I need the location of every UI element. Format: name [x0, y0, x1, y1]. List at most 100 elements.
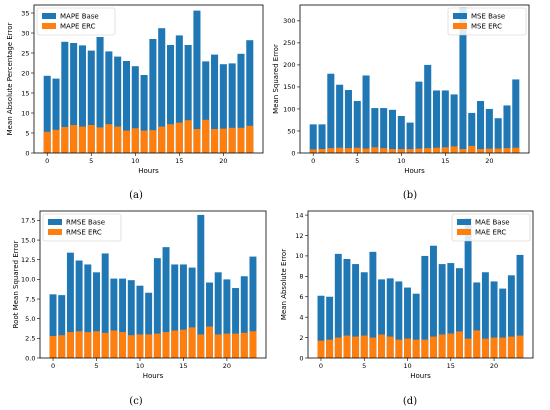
x-tick-label: 5 — [362, 362, 366, 370]
plot-frame — [33, 4, 264, 154]
bar-mse-base-4 — [344, 90, 352, 153]
bar-rmse-base-4 — [84, 264, 92, 358]
bar-mse-base-0 — [309, 124, 317, 153]
bar-mape-base-22 — [237, 53, 245, 153]
x-axis-label: Hours — [410, 372, 431, 380]
legend-label: RMSE Base — [66, 219, 105, 227]
bar-mae-erc-3 — [343, 335, 351, 358]
legend-swatch — [48, 229, 62, 235]
bar-rmse-base-9 — [127, 280, 135, 358]
bar-mae-erc-4 — [352, 336, 360, 358]
bar-rmse-erc-20 — [223, 333, 231, 358]
legend-label: MAPE ERC — [60, 23, 96, 31]
x-tick-label: 5 — [89, 157, 93, 165]
bar-mse-erc-3 — [336, 147, 344, 153]
bar-mse-base-9 — [388, 109, 397, 153]
bar-rmse-erc-3 — [75, 331, 83, 358]
bar-mae-base-8 — [386, 278, 394, 359]
bar-mape-erc-12 — [149, 130, 157, 153]
bar-mape-erc-23 — [246, 125, 254, 153]
bar-mse-erc-18 — [468, 145, 476, 153]
bar-mse-erc-0 — [309, 149, 317, 153]
bar-mae-erc-21 — [499, 337, 507, 358]
bar-rmse-base-1 — [58, 295, 66, 358]
legend-swatch — [453, 23, 467, 29]
bar-mae-erc-19 — [481, 338, 489, 358]
y-tick-label: 35 — [21, 9, 29, 17]
bar-mse-base-10 — [397, 116, 405, 153]
bar-mae-erc-12 — [421, 339, 429, 359]
x-tick-label: 20 — [490, 362, 498, 370]
bar-rmse-base-23 — [249, 256, 257, 358]
bar-mape-base-2 — [61, 41, 69, 153]
x-tick-label: 20 — [223, 362, 231, 370]
y-tick-label: 8 — [299, 273, 303, 281]
bar-mse-base-13 — [424, 64, 432, 153]
y-tick-label: 15 — [21, 89, 29, 97]
bar-mape-base-0 — [43, 75, 51, 153]
bar-rmse-base-3 — [75, 260, 83, 358]
bar-mape-erc-3 — [70, 125, 78, 153]
bar-rmse-erc-22 — [240, 332, 248, 358]
bar-mse-base-15 — [441, 90, 449, 153]
bar-rmse-erc-5 — [93, 331, 100, 358]
panel-caption: (a) — [129, 190, 143, 201]
y-tick-label: 30 — [21, 29, 29, 37]
bar-rmse-base-2 — [66, 252, 74, 358]
bar-mape-base-11 — [140, 75, 148, 153]
y-tick-label: 12 — [295, 232, 303, 240]
x-tick-label: 0 — [319, 362, 323, 370]
x-tick-label: 15 — [179, 362, 187, 370]
bar-mape-base-18 — [202, 61, 210, 153]
bar-mape-erc-10 — [131, 128, 139, 153]
bar-mape-erc-20 — [219, 128, 227, 153]
y-tick-label: 20 — [21, 69, 29, 77]
bar-rmse-base-10 — [136, 285, 144, 358]
y-tick-label: 50 — [287, 127, 295, 135]
y-tick-label: 200 — [283, 61, 295, 69]
y-tick-label: 300 — [283, 17, 295, 25]
y-tick-label: 250 — [283, 39, 295, 47]
x-tick-label: 15 — [441, 157, 449, 165]
bar-mae-erc-15 — [447, 333, 455, 358]
bar-mae-base-20 — [490, 281, 498, 358]
bar-rmse-erc-1 — [58, 335, 66, 358]
bar-mape-base-13 — [158, 28, 166, 154]
bar-mae-erc-17 — [464, 338, 472, 358]
bar-mae-erc-16 — [455, 331, 463, 358]
bar-mape-base-5 — [87, 50, 95, 153]
x-axis-label: Hours — [143, 372, 164, 380]
x-tick-label: 10 — [403, 362, 411, 370]
bar-rmse-base-0 — [49, 294, 57, 358]
bar-mae-erc-10 — [404, 338, 411, 358]
bar-mse-erc-12 — [415, 148, 423, 153]
bar-mae-erc-22 — [507, 336, 515, 358]
bar-rmse-base-18 — [206, 282, 213, 358]
bar-mse-base-3 — [336, 84, 344, 153]
bar-mse-base-11 — [406, 122, 414, 153]
bar-mape-base-12 — [149, 39, 157, 153]
legend-swatch — [48, 219, 62, 225]
bar-rmse-erc-8 — [119, 332, 127, 358]
bar-mse-base-6 — [362, 75, 370, 153]
panel-caption: (b) — [403, 190, 417, 201]
bar-rmse-base-14 — [171, 264, 179, 358]
bar-mape-base-3 — [70, 43, 78, 153]
bar-mape-erc-4 — [78, 126, 86, 153]
bar-mape-base-7 — [105, 51, 113, 153]
bar-rmse-base-11 — [145, 292, 153, 358]
bar-mae-base-1 — [326, 296, 334, 358]
bar-rmse-base-16 — [188, 267, 196, 358]
bar-mae-erc-8 — [386, 336, 394, 358]
legend-label: MSE ERC — [471, 23, 502, 31]
panel-caption: (d) — [403, 396, 417, 407]
y-tick-label: 2 — [299, 334, 303, 342]
panel-d: 0 5 10 15 20 0 2 4 6 8 10 12 14 Hours Mean Absolute Er… — [280, 210, 534, 407]
bar-rmse-erc-23 — [249, 331, 257, 358]
y-tick-label: 12.5 — [21, 256, 35, 264]
bar-mse-base-8 — [380, 108, 388, 153]
x-tick-label: 20 — [219, 157, 227, 165]
panel-c: 0 5 10 15 20 0.0 2.5 5.0 7.5 10.0 12.5 15.0 17.5 Hour… — [12, 210, 267, 407]
bar-mse-erc-9 — [388, 149, 397, 153]
bar-mse-erc-20 — [485, 148, 493, 153]
